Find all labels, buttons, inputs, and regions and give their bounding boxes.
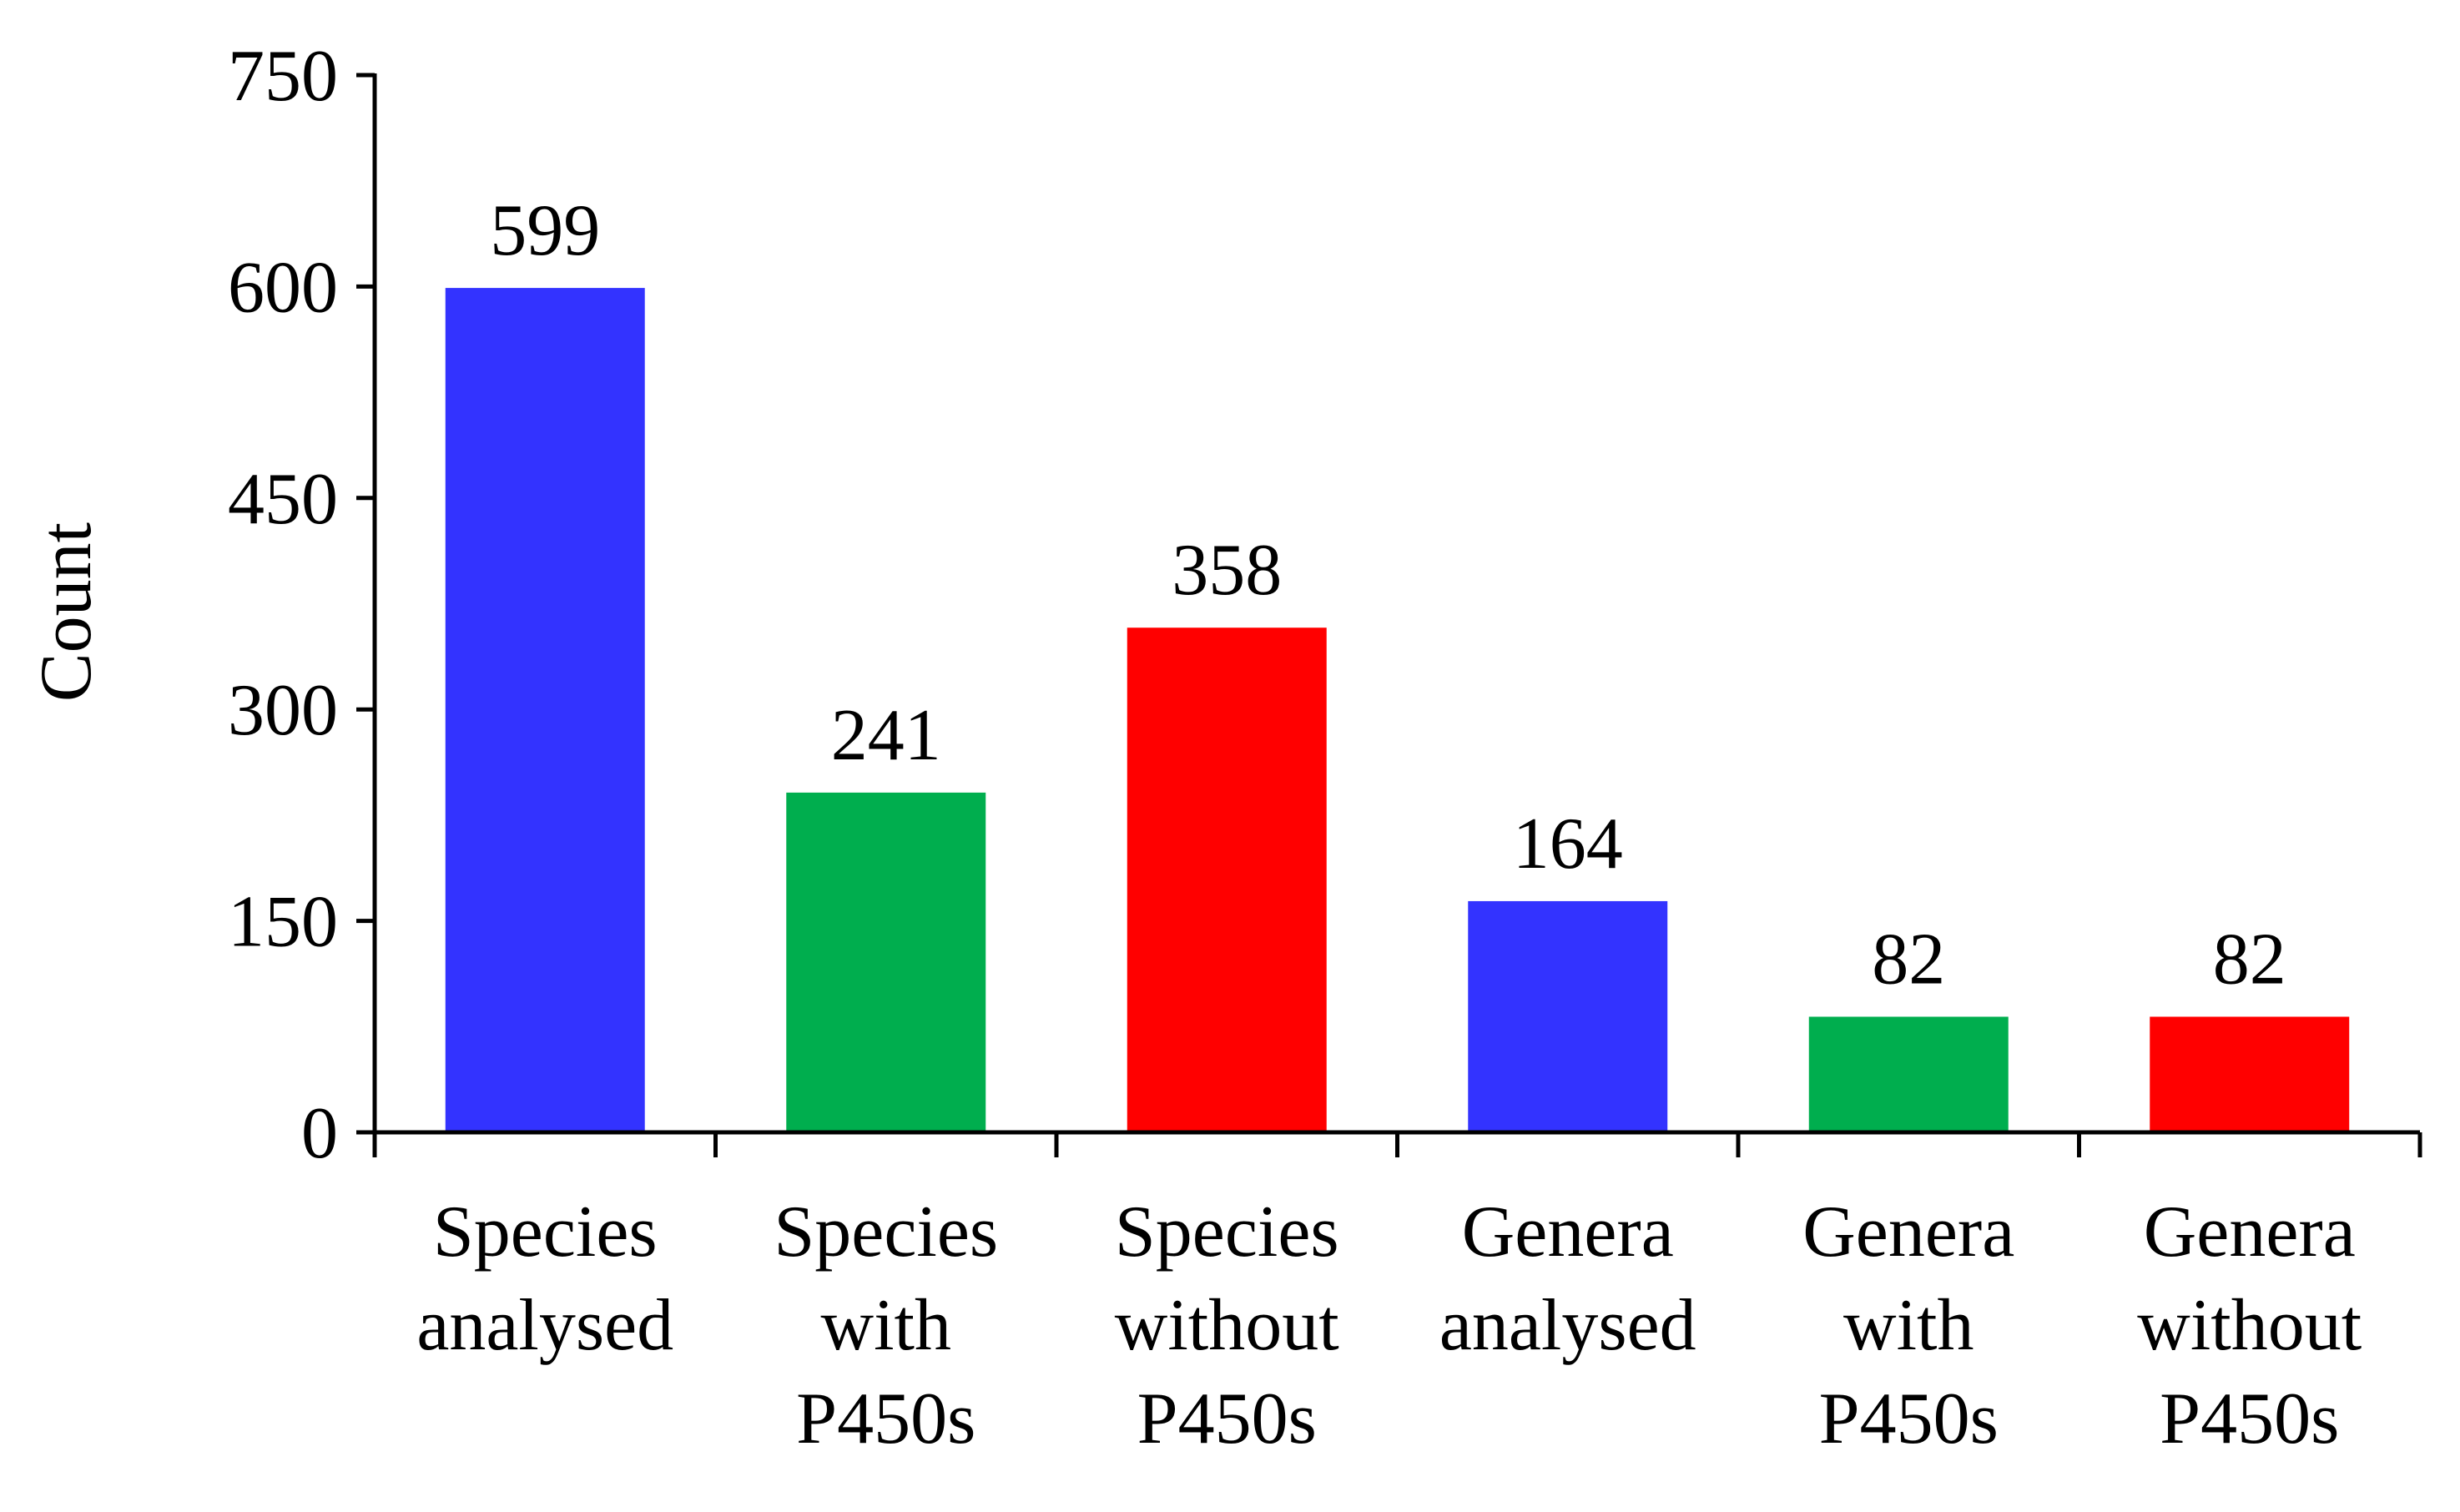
- bars: [445, 288, 2350, 1132]
- category-label-line: P450s: [796, 1378, 975, 1459]
- category-label-line: without: [1115, 1285, 1339, 1366]
- category-label-line: P450s: [1819, 1378, 1999, 1459]
- y-tick-label: 750: [228, 36, 338, 117]
- category-label-line: Genera: [2144, 1192, 2356, 1273]
- y-axis-ticks: 0 150 300 450 600 750: [228, 36, 375, 1174]
- category-label-line: without: [2137, 1285, 2362, 1366]
- category-label-line: Species: [1115, 1192, 1339, 1273]
- y-axis-title: Count: [26, 522, 107, 702]
- y-tick-label: 0: [301, 1093, 338, 1174]
- category-labels: Species analysed Species with P450s Species wi…: [416, 1192, 2362, 1459]
- y-tick-label: 600: [228, 247, 338, 328]
- x-axis-ticks: [372, 1132, 2422, 1157]
- category-label-line: with: [821, 1285, 951, 1366]
- category-label: Species with P450s: [774, 1192, 998, 1459]
- bar: [1808, 1016, 2009, 1132]
- y-tick-label: 150: [228, 882, 338, 963]
- category-label-line: analysed: [416, 1285, 673, 1366]
- bar: [445, 288, 645, 1132]
- bar: [1127, 627, 1327, 1132]
- category-label: Species analysed: [416, 1192, 673, 1366]
- category-label: Genera without P450s: [2137, 1192, 2362, 1459]
- category-label-line: Genera: [1462, 1192, 1674, 1273]
- category-label-line: Genera: [1802, 1192, 2014, 1273]
- category-label-line: P450s: [1137, 1378, 1317, 1459]
- bar: [2150, 1016, 2350, 1132]
- category-label: Genera analysed: [1439, 1192, 1696, 1366]
- data-label: 164: [1513, 804, 1623, 885]
- data-label: 82: [1872, 919, 1945, 1000]
- category-label-line: analysed: [1439, 1285, 1696, 1366]
- data-label: 241: [831, 695, 941, 776]
- category-label-line: P450s: [2160, 1378, 2339, 1459]
- category-label: Species without P450s: [1115, 1192, 1339, 1459]
- category-label-line: Species: [433, 1192, 658, 1273]
- category-label-line: with: [1843, 1285, 1974, 1366]
- y-tick-label: 300: [228, 670, 338, 751]
- data-label: 82: [2213, 919, 2286, 1000]
- data-label: 358: [1172, 530, 1282, 611]
- category-label-line: Species: [774, 1192, 998, 1273]
- bar: [1468, 900, 1668, 1132]
- bar: [786, 792, 986, 1132]
- y-tick-label: 450: [228, 459, 338, 540]
- category-label: Genera with P450s: [1802, 1192, 2014, 1459]
- data-labels: 599 241 358 164 82 82: [490, 190, 2286, 1000]
- data-label: 599: [490, 190, 600, 271]
